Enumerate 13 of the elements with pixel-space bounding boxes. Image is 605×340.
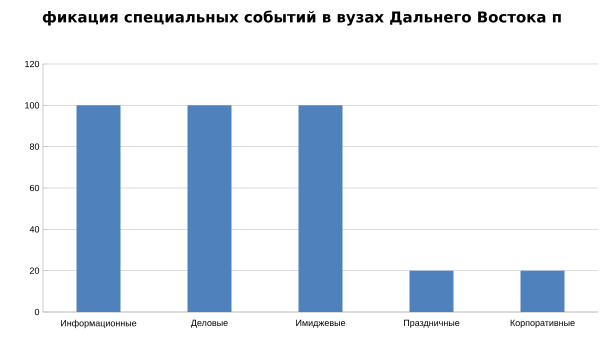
y-tick-label: 0: [34, 308, 40, 316]
x-tick-label: Имиджевые: [296, 320, 346, 328]
x-tick-label: Праздничные: [404, 320, 460, 328]
y-tick-label: 40: [30, 226, 40, 233]
x-tick-label: Корпоративные: [510, 320, 575, 328]
y-tick-label: 120: [25, 60, 40, 68]
y-tick-label: 20: [30, 267, 40, 274]
y-tick-label: 60: [30, 184, 40, 192]
y-tick-label: 80: [30, 143, 40, 150]
x-tick-label: Деловые: [190, 320, 228, 328]
chart-title: фикация специальных событий в вузах Дальнего Востока п: [42, 10, 561, 26]
y-tick-label: 100: [25, 102, 40, 109]
x-tick-label: Информационные: [61, 320, 136, 328]
